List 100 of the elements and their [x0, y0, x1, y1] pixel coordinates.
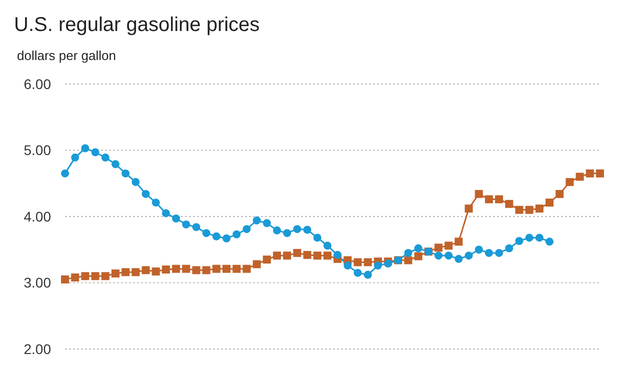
point	[313, 234, 322, 242]
point	[505, 244, 514, 252]
point	[61, 275, 69, 284]
point	[252, 260, 261, 268]
point	[354, 268, 362, 277]
point	[132, 178, 140, 186]
point	[122, 268, 130, 276]
point	[354, 258, 362, 266]
point	[323, 242, 332, 250]
point	[444, 242, 453, 250]
point	[61, 169, 69, 178]
point	[566, 178, 574, 186]
point	[162, 266, 170, 274]
point	[252, 216, 261, 224]
point	[71, 154, 80, 162]
point	[242, 264, 251, 273]
point	[182, 264, 190, 273]
y-tick-label: 4.00	[24, 208, 52, 224]
point	[434, 244, 442, 252]
point	[586, 169, 594, 178]
point	[525, 234, 534, 242]
point	[81, 144, 90, 152]
point	[535, 234, 544, 242]
point	[556, 190, 564, 198]
point	[404, 256, 412, 264]
point	[374, 262, 382, 270]
y-tick-label: 5.00	[24, 142, 52, 158]
point	[202, 229, 210, 238]
point	[495, 195, 504, 204]
point	[172, 264, 180, 273]
point	[71, 273, 80, 282]
point	[202, 266, 210, 274]
point	[222, 264, 231, 273]
point	[444, 252, 453, 260]
point	[111, 269, 120, 278]
point	[546, 198, 554, 207]
point	[454, 254, 463, 263]
point	[242, 225, 251, 234]
point	[101, 154, 110, 162]
point	[293, 248, 302, 257]
point	[505, 200, 514, 208]
point	[232, 230, 241, 238]
point	[434, 252, 442, 260]
point	[192, 223, 200, 232]
point	[262, 256, 271, 264]
point	[232, 264, 241, 273]
point	[404, 248, 412, 257]
point	[323, 252, 332, 260]
chart-title: U.S. regular gasoline prices	[14, 14, 260, 37]
point	[474, 246, 483, 254]
point	[515, 206, 524, 214]
point	[464, 204, 473, 213]
point	[122, 169, 130, 178]
point	[293, 225, 302, 234]
point	[162, 209, 170, 218]
point	[182, 220, 190, 228]
point	[303, 250, 312, 259]
point	[535, 204, 544, 213]
point	[142, 266, 150, 274]
point	[303, 226, 312, 234]
point	[364, 258, 372, 266]
point	[81, 272, 90, 280]
point	[283, 252, 292, 260]
point	[111, 160, 120, 168]
y-tick-label: 3.00	[24, 274, 52, 291]
point	[484, 195, 493, 204]
point	[546, 238, 554, 246]
point	[334, 250, 342, 259]
point	[152, 198, 160, 207]
point	[272, 226, 281, 234]
point	[596, 169, 604, 178]
point	[101, 272, 110, 280]
point	[272, 252, 281, 260]
point	[484, 248, 493, 257]
point	[222, 234, 231, 242]
point	[464, 252, 473, 260]
point	[414, 252, 422, 260]
point	[212, 264, 220, 273]
point	[515, 237, 524, 246]
point	[192, 266, 200, 274]
point	[364, 270, 372, 279]
y-tick-label: 6.00	[24, 76, 52, 92]
point	[283, 229, 292, 238]
point	[414, 244, 422, 252]
y-tick-label: 2.00	[24, 340, 52, 357]
point	[91, 148, 100, 156]
point	[152, 267, 160, 276]
point	[474, 190, 483, 198]
point	[495, 248, 504, 257]
point	[525, 206, 534, 214]
point	[142, 190, 150, 198]
point	[172, 214, 180, 222]
point	[91, 272, 100, 280]
point	[262, 219, 271, 228]
point	[454, 238, 463, 246]
chart-subtitle: dollars per gallon	[17, 48, 116, 63]
point	[313, 252, 322, 260]
point	[212, 232, 220, 240]
point	[576, 172, 584, 181]
point	[344, 262, 352, 270]
